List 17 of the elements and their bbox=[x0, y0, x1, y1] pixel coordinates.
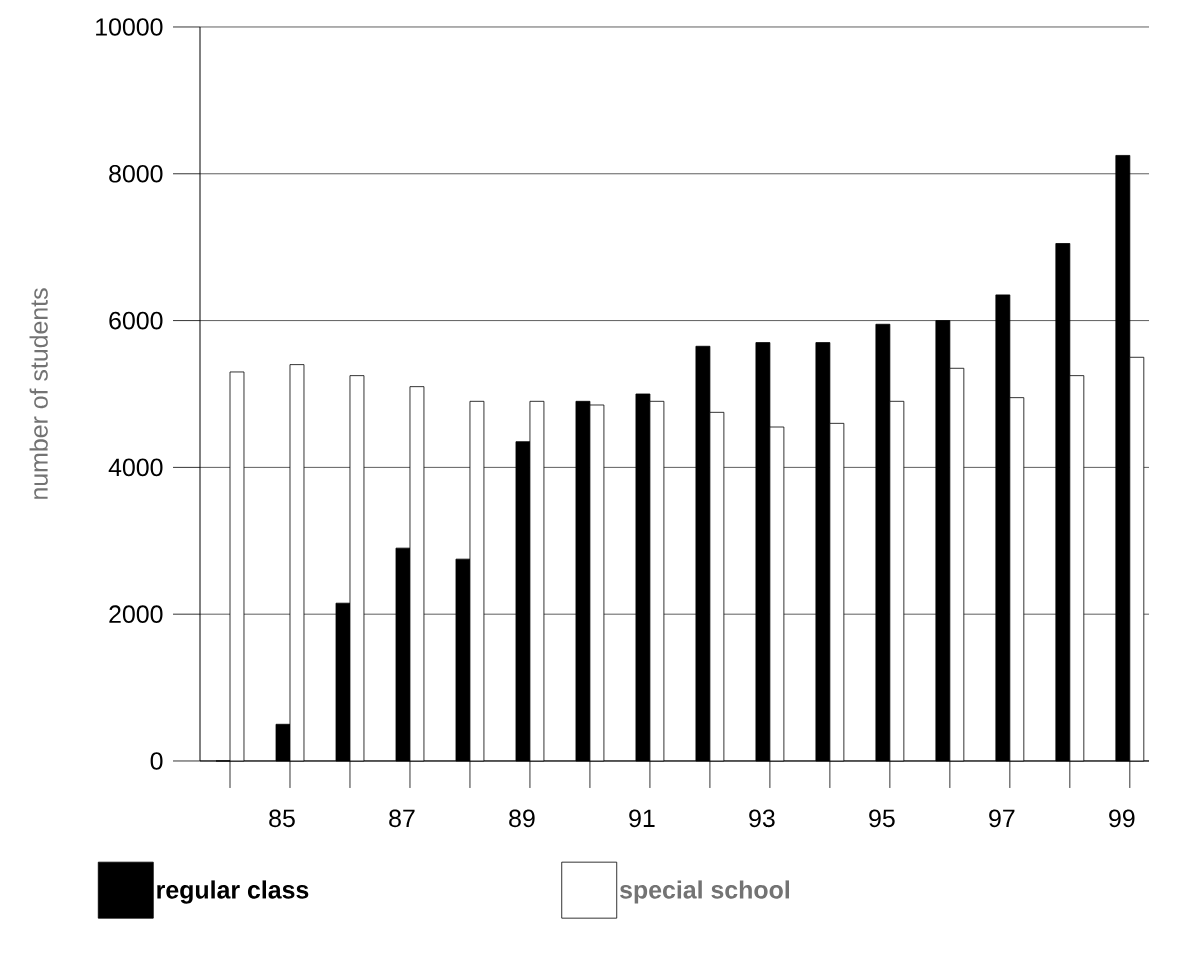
x-tick-label: 89 bbox=[509, 809, 535, 828]
x-tick-label: 97 bbox=[989, 809, 1015, 828]
legend-label: special school bbox=[620, 880, 789, 904]
x-tick-label: 99 bbox=[1109, 809, 1135, 828]
y-tick-label: 8000 bbox=[109, 164, 163, 183]
y-tick-label: 4000 bbox=[108, 458, 163, 477]
x-tick-label: 95 bbox=[869, 809, 895, 828]
y-tick-label: 2000 bbox=[109, 605, 163, 624]
y-tick-label: 6000 bbox=[109, 311, 163, 330]
x-tick-label: 87 bbox=[389, 809, 415, 828]
y-tick-label: 10000 bbox=[96, 18, 163, 36]
x-tick-label: 85 bbox=[269, 809, 295, 828]
legend-label: regular class bbox=[157, 880, 309, 904]
x-tick-label: 93 bbox=[749, 809, 775, 828]
x-tick-label: 91 bbox=[629, 809, 655, 828]
y-axis-title: number of students bbox=[29, 288, 48, 499]
y-tick-label: 0 bbox=[150, 752, 163, 770]
